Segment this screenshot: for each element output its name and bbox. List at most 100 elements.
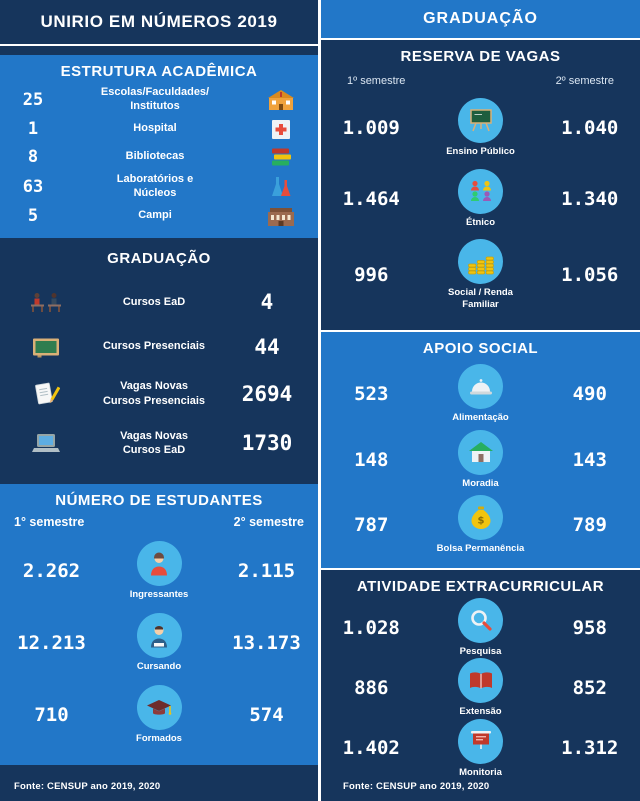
semester2-value: 574 — [249, 703, 284, 726]
open-book-icon — [469, 671, 492, 689]
table-row: 787 $ Bolsa Permanência 789 — [321, 494, 640, 555]
house-icon — [468, 442, 493, 463]
table-row: Vagas Novas Cursos EaD 1730 — [0, 429, 318, 458]
notebook-pencil-icon — [35, 382, 60, 404]
semester2-value: 1.056 — [561, 264, 619, 287]
stat-value: 1 — [27, 119, 39, 140]
section-numero-estudantes: NÚMERO DE ESTUDANTES 1° semestre 2° seme… — [0, 484, 318, 765]
right-column: GRADUAÇÃO RESERVA DE VAGAS 1º semestre 2… — [321, 0, 640, 801]
hospital-icon — [272, 120, 290, 140]
laptop-icon — [32, 433, 60, 452]
semester1-value: 2.262 — [22, 560, 81, 583]
poster-title: UNIRIO EM NÚMEROS 2019 — [0, 0, 318, 46]
stat-label: Formados — [136, 733, 182, 745]
stat-label: Bolsa Permanência — [436, 542, 525, 554]
stat-label: Moradia — [462, 477, 499, 489]
graduacao-rows: Cursos EaD 4 Cursos Presenciais 44 — [0, 269, 318, 478]
table-row: 1.009 Ensino Público — [321, 97, 640, 158]
semester-1-label: 1° semestre — [14, 515, 85, 529]
atividade-rows: 1.028 Pesquisa 958 886 — [321, 597, 640, 779]
table-row: 5 Campi — [0, 204, 318, 228]
right-column-title: GRADUAÇÃO — [321, 0, 640, 40]
classroom-desks-icon — [31, 292, 61, 312]
table-row: 1.028 Pesquisa 958 — [321, 597, 640, 658]
stat-label: Alimentação — [452, 412, 509, 424]
icon-circle: $ — [458, 494, 503, 540]
section-title: NÚMERO DE ESTUDANTES — [55, 492, 263, 509]
presentation-board-icon — [470, 731, 491, 750]
stat-label: Vagas Novas Cursos Presenciais — [102, 380, 206, 407]
section-title: ATIVIDADE EXTRACURRICULAR — [356, 578, 605, 595]
table-row: Cursos EaD 4 — [0, 290, 318, 314]
stat-label: Monitoria — [459, 766, 502, 778]
semester1-value: 523 — [354, 383, 389, 406]
student-new-icon — [151, 552, 167, 576]
table-row: 63 Laboratórios e Núcleos — [0, 173, 318, 201]
section-apoio-social: APOIO SOCIAL 523 Alimentação — [321, 332, 640, 570]
section-estrutura-academica: ESTRUTURA ACADÊMICA 25 Escolas/Faculdade… — [0, 55, 318, 238]
semester1-value: 1.402 — [342, 737, 400, 760]
section-graduacao-left: GRADUAÇÃO — [0, 238, 318, 484]
stat-label: Pesquisa — [459, 645, 502, 657]
semester-header-row: 1° semestre 2° semestre — [0, 511, 318, 529]
table-row: 25 Escolas/Faculdades/ Institutos — [0, 86, 318, 114]
stat-value: 5 — [27, 206, 39, 227]
semester2-value: 1.340 — [561, 187, 619, 210]
section-title: APOIO SOCIAL — [422, 340, 539, 357]
stat-label: Vagas Novas Cursos EaD — [120, 429, 188, 456]
semester2-value: 2.115 — [237, 560, 296, 583]
stat-value: 2694 — [241, 381, 293, 406]
semester2-value: 958 — [572, 616, 607, 639]
semester2-value: 789 — [572, 513, 607, 536]
table-row: 710 Formados 574 — [0, 685, 318, 745]
icon-circle — [458, 658, 503, 704]
section-atividade-extracurricular: ATIVIDADE EXTRACURRICULAR 1.028 Pesquisa — [321, 570, 640, 801]
icon-circle — [458, 97, 503, 143]
stat-label: Extensão — [459, 706, 502, 718]
stat-label: Escolas/Faculdades/ Institutos — [100, 85, 210, 112]
stat-label: Ingressantes — [129, 589, 189, 601]
semester2-value: 490 — [572, 383, 607, 406]
icon-circle — [458, 364, 503, 410]
stat-label: Ensino Público — [446, 145, 515, 157]
stat-value: 25 — [22, 89, 44, 110]
semester1-value: 12.213 — [17, 632, 86, 654]
section-title: GRADUAÇÃO — [107, 250, 211, 267]
icon-circle — [136, 685, 182, 731]
lab-flasks-icon — [272, 176, 291, 196]
graduation-cap-icon — [147, 699, 172, 715]
icon-circle — [458, 239, 503, 285]
source-note: Fonte: CENSUP ano 2019, 2020 — [14, 781, 161, 792]
semester2-value: 13.173 — [232, 632, 301, 654]
icon-circle — [458, 429, 503, 475]
section-title: ESTRUTURA ACADÊMICA — [60, 63, 258, 80]
stat-label: Laboratórios e Núcleos — [116, 172, 194, 199]
coins-icon — [467, 256, 494, 275]
icon-circle — [136, 541, 182, 587]
table-row: 1.402 Monitoria — [321, 718, 640, 779]
semester1-value: 996 — [354, 264, 389, 287]
magnifier-icon — [470, 610, 492, 631]
stat-label: Étnico — [465, 216, 496, 228]
stat-value: 4 — [260, 289, 274, 314]
stat-label: Bibliotecas — [125, 150, 185, 163]
chalkboard-icon — [33, 338, 59, 357]
icon-circle — [458, 168, 503, 214]
stat-label: Hospital — [133, 122, 177, 135]
stat-value: 63 — [22, 176, 44, 197]
semester1-value: 1.464 — [342, 187, 400, 210]
table-row: 8 Bibliotecas — [0, 145, 318, 169]
stat-label: Cursando — [136, 661, 182, 673]
reserva-rows: 1.009 Ensino Público — [321, 87, 640, 322]
people-group-icon — [470, 181, 491, 202]
table-row: Cursos Presenciais 44 — [0, 335, 318, 359]
section-reserva-de-vagas: RESERVA DE VAGAS 1º semestre 2º semestre… — [321, 40, 640, 332]
stat-value: 8 — [27, 146, 39, 167]
stat-label: Campi — [138, 209, 172, 222]
semester2-value: 1.312 — [561, 737, 619, 760]
stat-label: Cursos Presenciais — [102, 340, 206, 353]
stat-label: Cursos EaD — [122, 295, 186, 308]
semester-header-row: 1º semestre 2º semestre — [321, 67, 640, 87]
icon-circle — [136, 613, 182, 659]
